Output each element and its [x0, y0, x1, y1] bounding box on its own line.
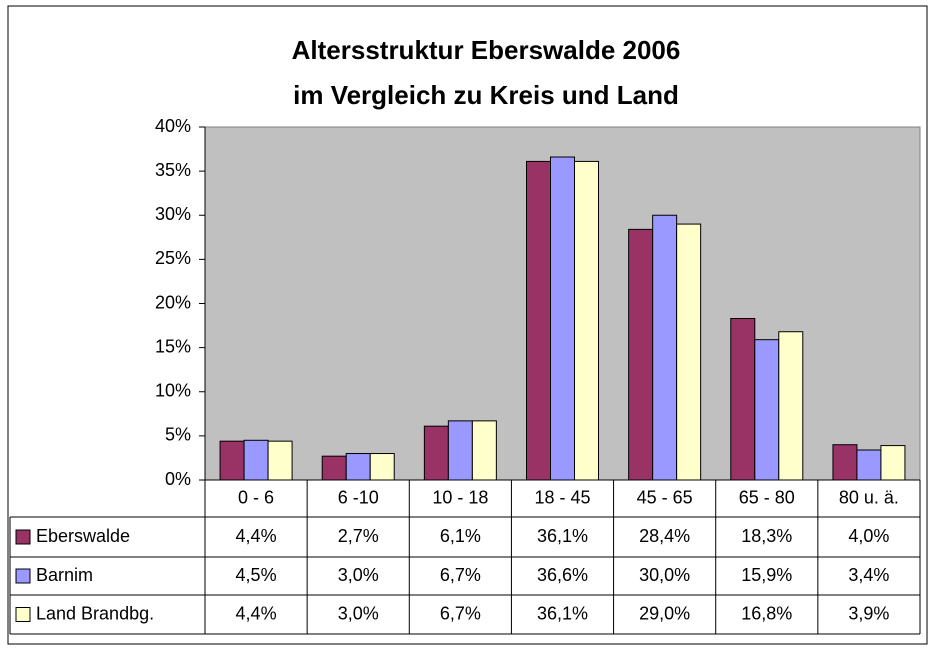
bar — [754, 339, 780, 481]
chart-title: Altersstruktur Eberswalde 2006 — [292, 35, 681, 65]
data-label: 6,1% — [440, 526, 481, 546]
bar — [369, 453, 395, 481]
y-tick-label: 0% — [165, 469, 191, 489]
bar — [267, 440, 293, 481]
x-tick-label: 18 - 45 — [534, 487, 590, 507]
data-label: 18,3% — [741, 526, 792, 546]
data-label: 3,9% — [848, 603, 889, 623]
x-tick-label: 0 - 6 — [238, 487, 274, 507]
data-label: 4,4% — [236, 526, 277, 546]
bar — [526, 160, 551, 481]
y-tick-label: 10% — [155, 381, 191, 401]
legend-key — [15, 568, 31, 584]
data-label: 3,0% — [338, 565, 379, 585]
legend-key — [15, 529, 31, 545]
data-label: 30,0% — [639, 565, 690, 585]
data-label: 16,8% — [741, 603, 792, 623]
bar — [676, 223, 702, 481]
bar — [880, 445, 906, 481]
bar — [778, 331, 804, 481]
data-label: 36,6% — [537, 565, 588, 585]
bar — [471, 420, 497, 481]
data-label: 3,4% — [848, 565, 889, 585]
legend-label: Land Brandbg. — [36, 603, 154, 623]
bar — [856, 449, 882, 481]
bar — [652, 214, 678, 481]
data-label: 29,0% — [639, 603, 690, 623]
x-tick-label: 80 u. ä. — [839, 487, 899, 507]
y-tick-label: 25% — [155, 248, 191, 268]
bar — [423, 425, 449, 481]
y-tick-label: 30% — [155, 204, 191, 224]
data-label: 36,1% — [537, 603, 588, 623]
chart-title: im Vergleich zu Kreis und Land — [293, 80, 679, 110]
y-tick-label: 15% — [155, 336, 191, 356]
bar — [730, 318, 756, 481]
x-tick-label: 45 - 65 — [637, 487, 693, 507]
data-label: 15,9% — [741, 565, 792, 585]
legend-key — [15, 607, 31, 622]
data-label: 4,5% — [236, 565, 277, 585]
data-label: 6,7% — [440, 565, 481, 585]
data-label: 4,4% — [236, 603, 277, 623]
data-label: 6,7% — [440, 603, 481, 623]
y-tick-label: 40% — [155, 116, 191, 136]
bar — [219, 440, 245, 481]
x-tick-label: 10 - 18 — [432, 487, 488, 507]
data-label: 4,0% — [848, 526, 889, 546]
bar — [550, 156, 575, 481]
data-label: 28,4% — [639, 526, 690, 546]
bar — [321, 455, 347, 481]
bar — [345, 453, 371, 481]
data-label: 36,1% — [537, 526, 588, 546]
y-tick-label: 5% — [165, 425, 191, 445]
legend-label: Barnim — [36, 565, 93, 585]
bar — [628, 228, 654, 481]
y-tick-label: 20% — [155, 292, 191, 312]
data-label: 3,0% — [338, 603, 379, 623]
bar — [447, 420, 473, 481]
legend-label: Eberswalde — [36, 526, 130, 546]
x-tick-label: 6 -10 — [338, 487, 379, 507]
bar — [832, 444, 858, 481]
y-tick-label: 35% — [155, 160, 191, 180]
bar — [243, 439, 269, 481]
data-label: 2,7% — [338, 526, 379, 546]
bar — [574, 160, 599, 481]
x-tick-label: 65 - 80 — [739, 487, 795, 507]
